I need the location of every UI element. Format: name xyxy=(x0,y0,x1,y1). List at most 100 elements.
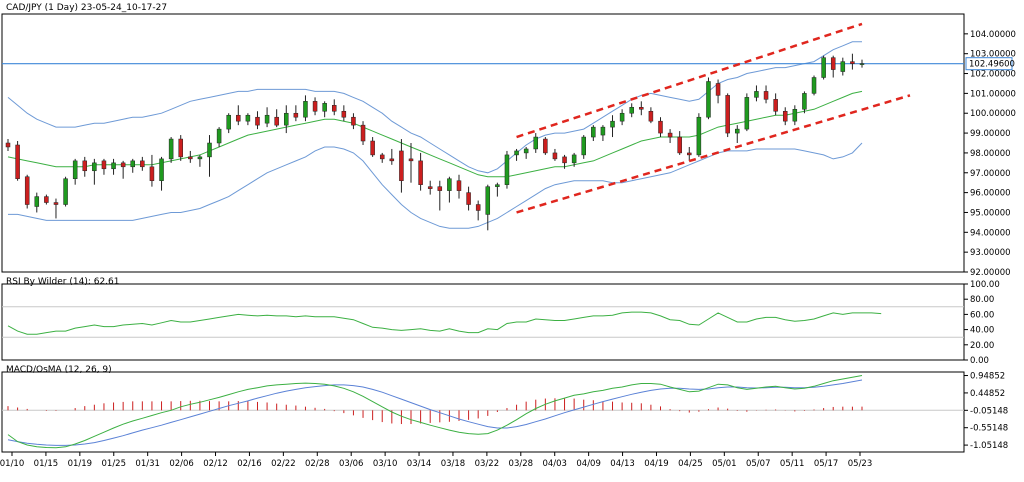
candle-down xyxy=(360,124,366,142)
price-tick-label: 95.00000 xyxy=(970,208,1011,218)
date-tick-label: 03/18 xyxy=(441,459,466,469)
bollinger-mid-line xyxy=(7,90,863,178)
candle-up xyxy=(821,57,826,78)
candle-up xyxy=(533,136,539,150)
bollinger-lower-line xyxy=(8,142,863,229)
candle-down xyxy=(389,158,395,162)
candle-down xyxy=(15,144,20,179)
date-tick-label: 01/10 xyxy=(0,459,24,469)
date-tick-label: 04/19 xyxy=(644,459,669,469)
price-tick-label: 92.00000 xyxy=(970,268,1011,278)
candle-down xyxy=(715,83,721,96)
candle-up xyxy=(591,126,596,138)
rsi-tick-label: 20.00 xyxy=(970,341,994,351)
candle-down xyxy=(408,158,414,162)
candle-down xyxy=(552,152,558,160)
macd-panel: MACD/OsMA (12, 26, 9) xyxy=(1,365,965,453)
candle-down xyxy=(255,116,260,126)
candle-down xyxy=(293,112,299,118)
date-tick-label: 01/25 xyxy=(102,459,127,469)
price-tick-label: 99.00000 xyxy=(970,129,1011,139)
candle-down xyxy=(274,116,279,126)
candle-up xyxy=(571,154,577,164)
candle-down xyxy=(850,61,855,64)
candle-up xyxy=(514,150,519,156)
macd-series-layer xyxy=(2,375,964,449)
candle-down xyxy=(236,114,241,122)
candle-up xyxy=(610,120,615,128)
date-tick-label: 02/06 xyxy=(169,459,194,469)
candle-up xyxy=(629,107,634,114)
date-tick-label: 02/28 xyxy=(305,459,330,469)
date-tick-label: 04/03 xyxy=(542,459,567,469)
candle-up xyxy=(72,160,78,179)
candle-down xyxy=(24,176,30,205)
candle-up xyxy=(226,114,231,130)
candle-down xyxy=(331,105,337,112)
rsi-tick-label: 0.00 xyxy=(970,356,989,366)
rsi-tick-label: 60.00 xyxy=(970,310,994,320)
price-tick-label: 104.00000 xyxy=(970,30,1016,40)
candle-up xyxy=(811,77,817,94)
candle-up xyxy=(802,93,807,110)
candle-down xyxy=(53,202,59,205)
price-tick-label: 102.00000 xyxy=(970,70,1016,80)
price-tick-label: 94.00000 xyxy=(970,228,1011,238)
axis-layer: 92.00000 93.00000 94.00000 95.00000 96.00000… xyxy=(0,30,1016,469)
candle-up xyxy=(696,116,702,156)
price-tick-label: 93.00000 xyxy=(970,248,1011,258)
candle-down xyxy=(466,192,471,205)
date-tick-label: 01/19 xyxy=(68,459,93,469)
candle-up xyxy=(130,160,135,168)
price-panel-border xyxy=(1,13,965,273)
date-tick-label: 04/13 xyxy=(610,459,635,469)
candle-up xyxy=(600,126,606,136)
macd-tick-label: -0.55148 xyxy=(970,424,1008,434)
macd-tick-label: -0.05148 xyxy=(970,406,1008,416)
candle-up xyxy=(207,142,212,158)
candle-up xyxy=(504,154,510,185)
candle-down xyxy=(341,110,347,118)
candle-down xyxy=(475,204,481,211)
candle-down xyxy=(639,107,644,110)
bollinger-upper-line xyxy=(7,41,862,174)
candle-down xyxy=(101,160,107,170)
price-series-layer xyxy=(2,22,964,231)
candle-down xyxy=(658,120,663,134)
rsi-panel: RSI By Wilder (14): 62.61 xyxy=(1,277,965,361)
candle-up xyxy=(523,148,529,154)
candle-up xyxy=(34,196,40,207)
date-tick-label: 03/10 xyxy=(373,459,398,469)
rsi-panel-border xyxy=(1,283,965,361)
date-tick-label: 02/22 xyxy=(271,459,296,469)
date-tick-label: 01/15 xyxy=(34,459,59,469)
candle-down xyxy=(370,140,375,156)
date-tick-label: 05/17 xyxy=(814,459,839,469)
macd-panel-border xyxy=(1,371,965,453)
candle-up xyxy=(284,112,289,126)
candle-down xyxy=(178,138,183,158)
candle-down xyxy=(188,156,193,160)
candle-up xyxy=(159,158,164,181)
price-panel: CAD/JPY (1 Day) 23-05-24_10-17-27 xyxy=(1,3,965,273)
candle-down xyxy=(648,110,654,122)
candle-down xyxy=(763,91,769,100)
candle-up xyxy=(495,184,500,187)
candle-down xyxy=(437,186,443,191)
candle-down xyxy=(782,110,788,122)
candle-up xyxy=(322,103,327,112)
candle-up xyxy=(447,178,452,191)
candle-up xyxy=(216,128,222,144)
candle-down xyxy=(677,136,682,154)
macd-tick-label: 0.44852 xyxy=(970,389,1005,399)
candle-up xyxy=(619,112,625,122)
price-tick-label: 101.00000 xyxy=(970,89,1016,99)
date-tick-label: 04/25 xyxy=(678,459,703,469)
macd-tick-label: 0.94852 xyxy=(970,372,1005,382)
candle-up xyxy=(485,186,491,215)
candle-up xyxy=(168,138,174,160)
macd-signal-line xyxy=(7,379,863,446)
price-tick-label: 96.00000 xyxy=(970,189,1011,199)
candle-down xyxy=(562,156,567,164)
